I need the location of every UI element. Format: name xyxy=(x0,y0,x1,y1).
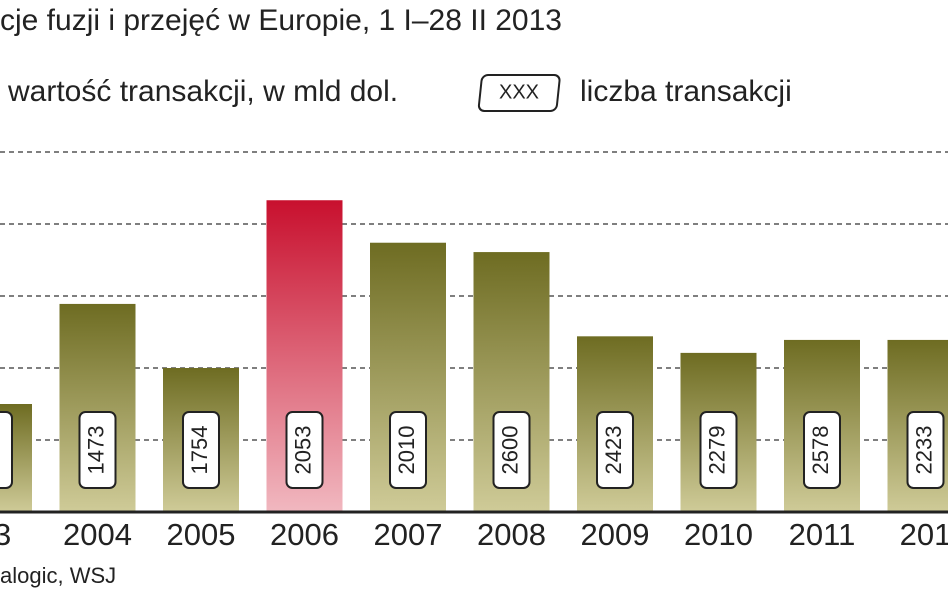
count-label: 2233 xyxy=(911,426,936,475)
chart-title: cje fuzji i przejęć w Europie, 1 I–28 II… xyxy=(0,4,562,37)
count-box xyxy=(78,411,117,489)
x-tick-label: 2005 xyxy=(167,517,236,552)
x-tick-label: 2004 xyxy=(63,517,132,552)
count-box xyxy=(285,411,324,489)
legend-box xyxy=(477,74,561,112)
count-box xyxy=(699,411,738,489)
x-tick-label: 2009 xyxy=(581,517,650,552)
legend-label: liczba transakcji xyxy=(580,75,792,108)
count-box xyxy=(182,411,220,489)
count-box xyxy=(389,411,427,489)
count-box xyxy=(492,411,531,489)
x-tick-label: 201 xyxy=(900,517,948,552)
x-tick-label: 2008 xyxy=(477,517,546,552)
count-label: 1754 xyxy=(187,426,212,475)
x-tick-label: 03 xyxy=(0,517,11,552)
count-label: 1473 xyxy=(83,426,108,475)
count-box xyxy=(803,411,841,489)
count-label: 2423 xyxy=(601,426,626,475)
source: alogic, WSJ xyxy=(0,563,116,588)
x-tick-label: 2011 xyxy=(789,517,856,552)
x-tick-label: 2007 xyxy=(374,517,443,552)
count-label: 1636 xyxy=(0,426,5,475)
count-label: 2279 xyxy=(704,426,729,475)
count-label: 2053 xyxy=(290,426,315,475)
x-tick-label: 2010 xyxy=(684,517,753,552)
count-label: 2010 xyxy=(394,426,419,475)
count-box xyxy=(906,411,945,489)
count-label: 2578 xyxy=(808,426,833,475)
count-label: 2600 xyxy=(497,426,522,475)
legend-label: wartość transakcji, w mld dol. xyxy=(7,75,398,108)
legend-box-label: XXX xyxy=(499,81,539,103)
count-box xyxy=(0,411,13,489)
x-tick-label: 2006 xyxy=(270,517,339,552)
count-box xyxy=(596,411,634,489)
